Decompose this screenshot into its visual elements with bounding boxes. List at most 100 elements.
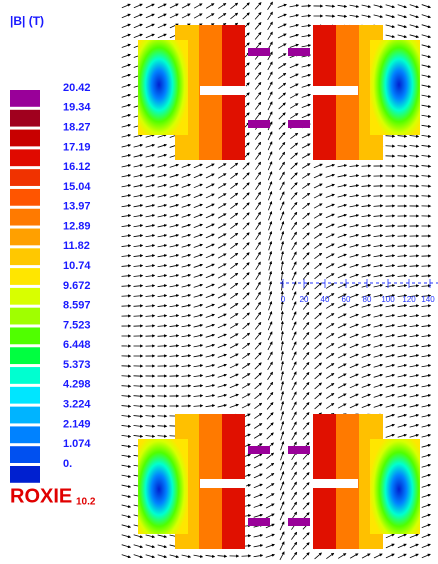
field-arrow bbox=[243, 13, 250, 19]
field-arrow bbox=[158, 316, 167, 317]
field-arrow bbox=[326, 284, 334, 289]
field-arrow bbox=[134, 296, 143, 297]
field-arrow bbox=[338, 364, 346, 368]
field-arrow bbox=[292, 462, 297, 470]
field-arrow bbox=[292, 302, 296, 310]
field-arrow bbox=[134, 555, 143, 558]
field-arrow bbox=[230, 223, 237, 228]
field-arrow bbox=[267, 433, 274, 439]
field-arrow bbox=[158, 295, 167, 296]
field-arrow bbox=[170, 265, 179, 267]
field-arrow bbox=[422, 335, 431, 336]
field-arrow bbox=[122, 65, 131, 68]
field-arrow bbox=[292, 482, 297, 490]
field-arrow bbox=[386, 5, 395, 8]
field-arrow bbox=[254, 474, 262, 478]
field-arrow bbox=[292, 242, 297, 250]
field-arrow bbox=[362, 235, 371, 237]
field-arrow bbox=[255, 172, 260, 179]
field-arrow bbox=[206, 335, 215, 338]
field-arrow bbox=[281, 232, 284, 241]
field-arrow bbox=[362, 315, 371, 318]
field-arrow bbox=[182, 305, 191, 307]
field-arrow bbox=[350, 235, 359, 237]
field-arrow bbox=[281, 272, 282, 281]
legend-swatch bbox=[10, 248, 40, 265]
field-arrow bbox=[279, 152, 284, 159]
field-arrow bbox=[326, 393, 333, 398]
field-arrow bbox=[182, 366, 191, 367]
field-arrow bbox=[158, 135, 167, 138]
field-arrow bbox=[422, 534, 430, 537]
field-arrow bbox=[268, 32, 273, 40]
field-arrow bbox=[410, 5, 419, 8]
field-arrow bbox=[254, 424, 261, 429]
field-arrow bbox=[267, 392, 273, 399]
field-arrow bbox=[350, 294, 358, 297]
field-arrow bbox=[422, 15, 431, 18]
field-arrow bbox=[386, 246, 395, 247]
field-arrow bbox=[362, 374, 370, 377]
field-arrow bbox=[122, 485, 131, 487]
field-arrow bbox=[314, 174, 322, 178]
field-arrow bbox=[122, 455, 131, 457]
field-arrow bbox=[242, 556, 251, 557]
field-arrow bbox=[326, 374, 333, 379]
field-arrow bbox=[280, 482, 283, 490]
field-arrow bbox=[422, 455, 431, 457]
field-arrow bbox=[256, 272, 261, 280]
field-arrow bbox=[422, 465, 431, 468]
field-arrow bbox=[206, 244, 214, 248]
field-arrow bbox=[158, 305, 167, 306]
field-arrow bbox=[326, 304, 334, 309]
field-arrow bbox=[242, 353, 249, 358]
field-arrow bbox=[269, 292, 272, 301]
field-arrow bbox=[374, 315, 383, 317]
field-arrow bbox=[281, 452, 284, 460]
field-arrow bbox=[254, 413, 261, 418]
field-arrow bbox=[206, 375, 215, 377]
field-arrow bbox=[230, 374, 238, 378]
field-arrow bbox=[243, 223, 249, 229]
ruler-label: 20 bbox=[300, 295, 309, 304]
field-arrow bbox=[194, 255, 203, 258]
field-arrow bbox=[158, 24, 166, 28]
field-arrow bbox=[315, 283, 322, 289]
field-arrow bbox=[269, 232, 272, 241]
field-arrow bbox=[146, 34, 154, 37]
field-arrow bbox=[218, 204, 226, 209]
field-arrow bbox=[170, 195, 179, 197]
field-arrow bbox=[350, 384, 358, 388]
field-arrow bbox=[158, 255, 167, 257]
field-arrow bbox=[146, 296, 155, 297]
field-arrow bbox=[362, 5, 371, 7]
field-arrow bbox=[268, 142, 272, 150]
field-arrow bbox=[281, 222, 284, 230]
field-arrow bbox=[158, 225, 167, 227]
field-arrow bbox=[268, 132, 272, 140]
field-arrow bbox=[290, 64, 298, 68]
field-arrow bbox=[243, 183, 249, 189]
field-arrow bbox=[386, 425, 395, 428]
field-arrow bbox=[422, 375, 431, 377]
field-arrow bbox=[350, 195, 359, 197]
field-arrow bbox=[292, 352, 296, 360]
field-arrow bbox=[218, 284, 226, 288]
field-arrow bbox=[254, 434, 262, 439]
field-arrow bbox=[267, 453, 274, 459]
field-arrow bbox=[350, 324, 358, 327]
field-arrow bbox=[254, 505, 263, 508]
field-arrow bbox=[303, 533, 309, 540]
legend-label: 20.42 bbox=[63, 82, 91, 94]
field-arrow bbox=[134, 396, 143, 397]
field-arrow bbox=[280, 462, 283, 470]
field-arrow bbox=[269, 302, 272, 311]
field-arrow bbox=[292, 312, 296, 320]
field-arrow bbox=[122, 515, 131, 517]
field-arrow bbox=[266, 484, 274, 489]
field-arrow bbox=[362, 275, 371, 277]
legend-swatch bbox=[10, 347, 40, 364]
field-arrow bbox=[291, 203, 297, 210]
field-arrow bbox=[182, 355, 191, 356]
field-arrow bbox=[182, 14, 190, 18]
